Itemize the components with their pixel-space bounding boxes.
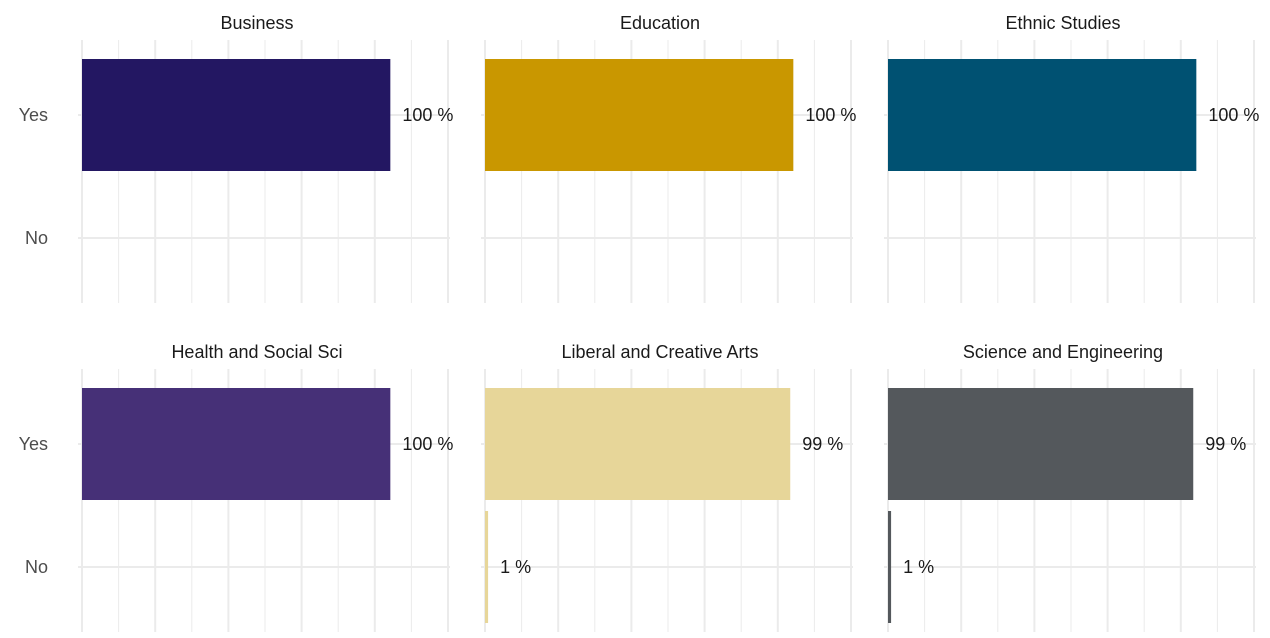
- panel-title: Health and Social Sci: [171, 342, 342, 362]
- panel-4: Liberal and Creative Arts 99 % 1 %: [481, 342, 853, 632]
- bar: [485, 388, 791, 500]
- bar: [888, 511, 892, 623]
- y-tick-label: No: [25, 228, 48, 248]
- bar-value-label: 100 %: [402, 434, 453, 454]
- y-tick-label: Yes: [19, 105, 48, 125]
- panel-5: Science and Engineering 99 % 1 %: [884, 342, 1256, 632]
- panel-3: Health and Social Sci Yes No 100 %: [19, 342, 453, 632]
- panel-1: Education 100 %: [481, 13, 856, 303]
- y-tick-label: No: [25, 557, 48, 577]
- panel-0: Business Yes No 100 %: [19, 13, 453, 303]
- bar: [888, 59, 1197, 171]
- bar-value-label: 1 %: [500, 557, 531, 577]
- panel-title: Science and Engineering: [963, 342, 1163, 362]
- y-tick-label: Yes: [19, 434, 48, 454]
- bar-value-label: 99 %: [1205, 434, 1246, 454]
- bar: [82, 388, 391, 500]
- bar-value-label: 99 %: [802, 434, 843, 454]
- bar-value-label: 100 %: [1208, 105, 1259, 125]
- bar: [485, 59, 794, 171]
- bar: [888, 388, 1194, 500]
- panel-title: Liberal and Creative Arts: [561, 342, 758, 362]
- panel-title: Ethnic Studies: [1005, 13, 1120, 33]
- panel-title: Business: [220, 13, 293, 33]
- bar-value-label: 100 %: [402, 105, 453, 125]
- panel-title: Education: [620, 13, 700, 33]
- bar: [82, 59, 391, 171]
- bar: [485, 511, 489, 623]
- bar-value-label: 100 %: [805, 105, 856, 125]
- bar-value-label: 1 %: [903, 557, 934, 577]
- panel-2: Ethnic Studies 100 %: [884, 13, 1259, 303]
